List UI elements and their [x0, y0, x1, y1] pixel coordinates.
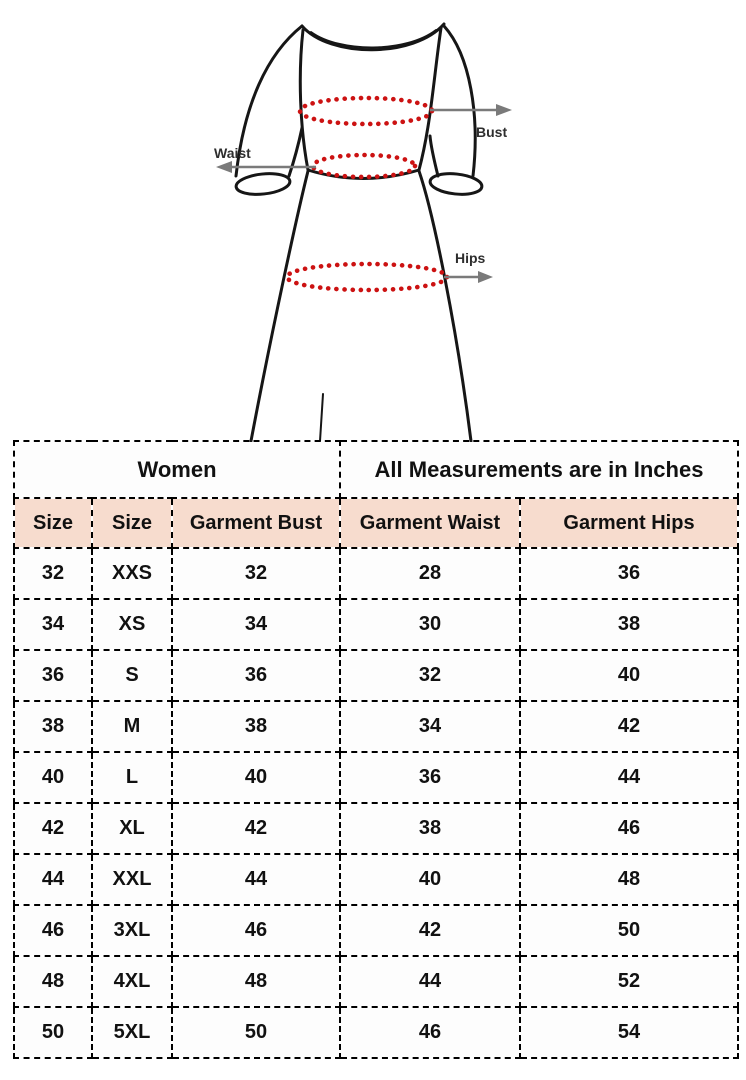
neckline-seam	[310, 29, 437, 49]
table-cell: 44	[13, 853, 93, 906]
table-cell: 46	[519, 802, 739, 855]
table-cell: 36	[171, 649, 341, 702]
table-cell: 30	[339, 598, 521, 651]
bust-label: Bust	[476, 124, 507, 140]
table-row-4xl: 48 4XL 48 44 52	[13, 955, 739, 1008]
table-cell: 46	[171, 904, 341, 957]
left-sleeve-cuff	[234, 172, 292, 196]
table-cell: 40	[171, 751, 341, 804]
table-cell: 42	[171, 802, 341, 855]
right-sleeve-cuff	[428, 172, 484, 196]
table-cell: XXS	[91, 547, 173, 600]
table-cell: 36	[13, 649, 93, 702]
table-row-xxs: 32 XXS 32 28 36	[13, 547, 739, 600]
table-cell: 54	[519, 1006, 739, 1059]
table-cell: S	[91, 649, 173, 702]
table-cell: 50	[13, 1006, 93, 1059]
table-cell: 42	[339, 904, 521, 957]
table-cell: 50	[171, 1006, 341, 1059]
table-cell: XL	[91, 802, 173, 855]
dress-measurement-diagram: Bust Waist Hips	[214, 22, 512, 442]
left-sleeve-inner	[287, 126, 304, 178]
table-cell: 50	[519, 904, 739, 957]
column-header-size-numeric: Size	[13, 497, 93, 549]
table-cell: 34	[13, 598, 93, 651]
table-row-m: 38 M 38 34 42	[13, 700, 739, 753]
table-row-3xl: 46 3XL 46 42 50	[13, 904, 739, 957]
table-row-xl: 42 XL 42 38 46	[13, 802, 739, 855]
units-group-header: All Measurements are in Inches	[339, 440, 739, 499]
table-cell: XXL	[91, 853, 173, 906]
column-header-garment-bust: Garment Bust	[171, 497, 341, 549]
left-bodice-seam	[298, 28, 310, 172]
right-bodice-seam	[417, 26, 443, 172]
table-cell: 40	[13, 751, 93, 804]
table-cell: 44	[519, 751, 739, 804]
table-cell: XS	[91, 598, 173, 651]
table-cell: 44	[339, 955, 521, 1008]
table-cell: 46	[339, 1006, 521, 1059]
table-row-5xl: 50 5XL 50 46 54	[13, 1006, 739, 1059]
table-cell: 32	[13, 547, 93, 600]
dress-outline	[234, 22, 484, 442]
size-chart-table: Women All Measurements are in Inches Siz…	[13, 440, 739, 1059]
table-cell: 36	[339, 751, 521, 804]
hips-arrowhead-icon	[478, 271, 493, 283]
table-cell: 48	[171, 955, 341, 1008]
table-cell: 48	[519, 853, 739, 906]
table-cell: 52	[519, 955, 739, 1008]
right-sleeve-outer	[442, 24, 477, 178]
column-header-row: Size Size Garment Bust Garment Waist Gar…	[13, 497, 739, 549]
column-header-garment-waist: Garment Waist	[339, 497, 521, 549]
table-cell: 46	[13, 904, 93, 957]
table-row-l: 40 L 40 36 44	[13, 751, 739, 804]
table-cell: 38	[171, 700, 341, 753]
measurement-ellipses	[284, 95, 450, 293]
table-cell: 32	[171, 547, 341, 600]
measurement-arrows	[216, 104, 512, 283]
hips-measure-ellipse	[284, 261, 450, 293]
group-header-row: Women All Measurements are in Inches	[13, 440, 739, 499]
column-header-size-letter: Size	[91, 497, 173, 549]
women-group-header: Women	[13, 440, 341, 499]
table-cell: 38	[13, 700, 93, 753]
table-cell: 40	[339, 853, 521, 906]
skirt-left-edge	[249, 169, 310, 442]
waist-measure-ellipse	[310, 152, 418, 180]
left-sleeve-outer	[234, 24, 304, 178]
table-row-xxl: 44 XXL 44 40 48	[13, 853, 739, 906]
bust-measure-ellipse	[297, 95, 435, 127]
neckline-outer	[300, 22, 446, 52]
waist-label: Waist	[214, 145, 251, 161]
table-cell: 42	[13, 802, 93, 855]
table-cell: 28	[339, 547, 521, 600]
table-cell: 44	[171, 853, 341, 906]
table-cell: 38	[519, 598, 739, 651]
table-cell: 40	[519, 649, 739, 702]
table-cell: 5XL	[91, 1006, 173, 1059]
table-cell: 4XL	[91, 955, 173, 1008]
skirt-right-edge	[417, 169, 473, 442]
table-cell: 38	[339, 802, 521, 855]
table-cell: 48	[13, 955, 93, 1008]
table-cell: 34	[171, 598, 341, 651]
table-cell: 32	[339, 649, 521, 702]
hips-label: Hips	[455, 250, 486, 266]
table-cell: L	[91, 751, 173, 804]
column-header-garment-hips: Garment Hips	[519, 497, 739, 549]
table-cell: M	[91, 700, 173, 753]
table-cell: 34	[339, 700, 521, 753]
right-sleeve-inner	[428, 134, 440, 178]
table-cell: 42	[519, 700, 739, 753]
bust-arrowhead-icon	[496, 104, 512, 116]
skirt-center-slit	[319, 393, 324, 442]
table-cell: 3XL	[91, 904, 173, 957]
table-cell: 36	[519, 547, 739, 600]
waist-arrowhead-icon	[216, 161, 232, 173]
table-row-xs: 34 XS 34 30 38	[13, 598, 739, 651]
table-row-s: 36 S 36 32 40	[13, 649, 739, 702]
